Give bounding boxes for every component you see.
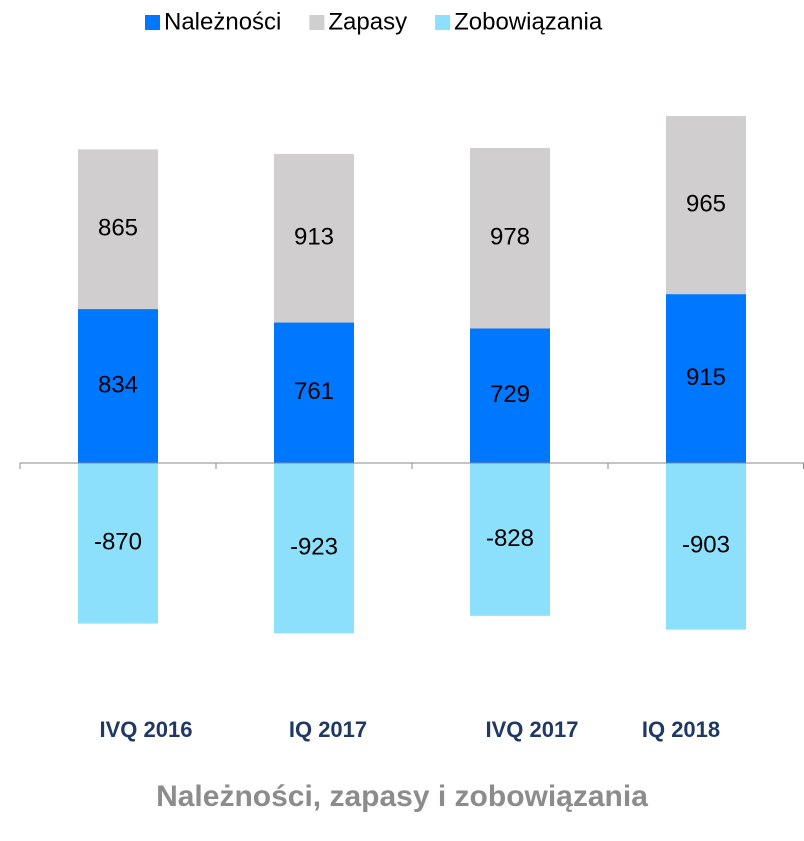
bar-segment xyxy=(78,149,158,310)
bar-segment xyxy=(666,463,746,630)
bar-segment xyxy=(470,147,550,329)
data-label: 834 xyxy=(98,371,138,398)
data-label: 965 xyxy=(686,190,726,217)
data-label: 978 xyxy=(490,224,530,251)
data-label: -870 xyxy=(94,529,142,556)
data-label: 913 xyxy=(294,224,334,251)
data-label: -903 xyxy=(682,532,730,559)
legend-label: Zapasy xyxy=(328,8,407,35)
legend-swatch xyxy=(309,15,325,30)
data-label: 729 xyxy=(490,381,530,408)
chart-title: Należności, zapasy i zobowiązania xyxy=(156,780,648,813)
x-tick-label: IQ 2018 xyxy=(642,717,720,742)
x-tick-label: IVQ 2017 xyxy=(486,717,579,742)
data-label: -828 xyxy=(486,525,534,552)
x-tick-label: IQ 2017 xyxy=(289,717,367,742)
bar-segment xyxy=(470,328,550,463)
x-tick-label: IVQ 2016 xyxy=(100,717,193,742)
bar-segment xyxy=(274,463,354,634)
legend-label: Zobowiązania xyxy=(454,8,603,35)
bar-segment xyxy=(666,294,746,463)
data-label: -923 xyxy=(290,534,338,561)
data-label: 865 xyxy=(98,215,138,242)
bar-segment xyxy=(666,116,746,295)
bar-segment xyxy=(274,322,354,463)
legend-swatch xyxy=(145,15,160,30)
data-label: 915 xyxy=(686,364,726,391)
bar-segment xyxy=(470,463,550,616)
legend-label: Należności xyxy=(164,8,281,35)
legend-swatch xyxy=(435,15,451,30)
bar-segment xyxy=(78,309,158,463)
bar-segment xyxy=(274,154,354,323)
data-label: 761 xyxy=(294,378,334,405)
bar-segment xyxy=(78,463,158,624)
